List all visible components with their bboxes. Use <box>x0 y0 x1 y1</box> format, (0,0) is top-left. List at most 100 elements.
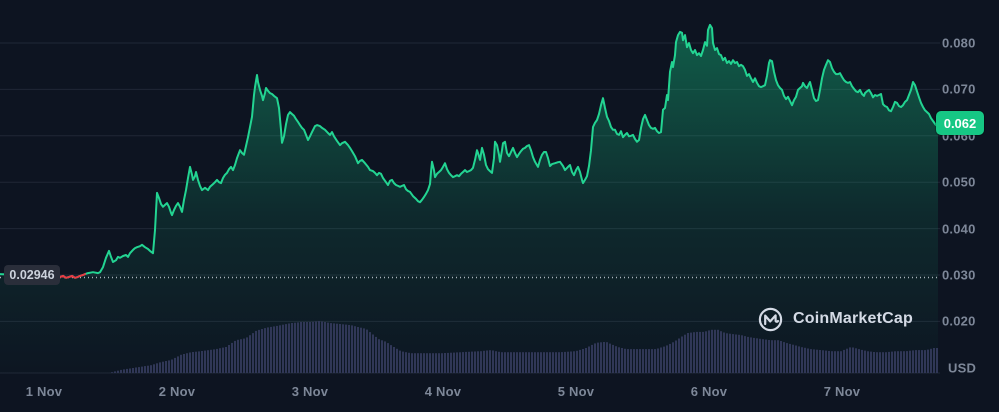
volume-bar <box>693 332 695 373</box>
watermark-label: CoinMarketCap <box>793 310 913 327</box>
volume-bar <box>195 351 197 373</box>
volume-bar <box>309 322 311 373</box>
volume-bar <box>132 368 134 373</box>
volume-bar <box>348 325 350 373</box>
volume-bar <box>282 324 284 373</box>
volume-bar <box>711 329 713 373</box>
volume-bar <box>822 350 824 373</box>
volume-bar <box>660 347 662 373</box>
volume-bar <box>495 351 497 373</box>
volume-bar <box>324 322 326 373</box>
volume-bar <box>609 343 611 373</box>
volume-bar <box>861 349 863 373</box>
volume-bar <box>801 347 803 373</box>
volume-bar <box>240 339 242 373</box>
volume-bar <box>726 333 728 373</box>
volume-bar <box>876 352 878 373</box>
volume-bar <box>843 349 845 373</box>
volume-bar <box>237 339 239 373</box>
volume-bar <box>168 360 170 373</box>
volume-bar <box>402 351 404 373</box>
volume-bar <box>486 350 488 373</box>
volume-bar <box>585 348 587 373</box>
volume-bar <box>498 351 500 373</box>
volume-bar <box>627 349 629 373</box>
x-axis-label: 6 Nov <box>690 384 728 399</box>
volume-bar <box>354 326 356 373</box>
volume-bar <box>870 351 872 373</box>
volume-bar <box>174 357 176 373</box>
volume-bar <box>387 343 389 373</box>
volume-bar <box>381 340 383 373</box>
volume-bar <box>477 351 479 373</box>
volume-bar <box>243 338 245 373</box>
volume-bar <box>630 349 632 373</box>
volume-bar <box>936 348 938 373</box>
volume-bar <box>837 351 839 373</box>
volume-bar <box>219 348 221 373</box>
volume-bar <box>234 340 236 373</box>
volume-bar <box>321 321 323 373</box>
volume-bar <box>177 356 179 373</box>
volume-bar <box>300 322 302 373</box>
x-axis-label: 3 Nov <box>291 384 329 399</box>
volume-bar <box>888 351 890 373</box>
volume-bar <box>669 343 671 373</box>
volume-bar <box>180 354 182 373</box>
volume-bar <box>549 352 551 373</box>
volume-bar <box>435 353 437 373</box>
volume-bar <box>468 351 470 373</box>
volume-bar <box>753 337 755 373</box>
volume-bar <box>384 341 386 373</box>
volume-bar <box>573 351 575 373</box>
volume-bar <box>426 353 428 373</box>
volume-bar <box>228 345 230 373</box>
volume-bar <box>570 351 572 373</box>
volume-bar <box>582 349 584 373</box>
volume-bar <box>423 353 425 373</box>
volume-bar <box>192 352 194 373</box>
volume-bar <box>186 353 188 373</box>
volume-bar <box>810 349 812 373</box>
volume-bar <box>351 325 353 373</box>
volume-bar <box>441 353 443 373</box>
y-axis-label: 0.030 <box>942 267 976 283</box>
volume-bar <box>762 339 764 373</box>
volume-bar <box>933 348 935 373</box>
volume-bar <box>819 350 821 373</box>
volume-bar <box>612 344 614 373</box>
volume-bar <box>552 352 554 373</box>
volume-bar <box>504 352 506 373</box>
volume-bar <box>732 334 734 373</box>
volume-bar <box>756 338 758 373</box>
volume-bar <box>735 334 737 373</box>
volume-bar <box>903 351 905 373</box>
volume-bar <box>690 332 692 373</box>
volume-bar <box>462 352 464 373</box>
volume-bar <box>615 346 617 373</box>
volume-bar <box>369 332 371 373</box>
volume-bar <box>489 350 491 373</box>
volume-bar <box>744 336 746 373</box>
volume-bar <box>555 352 557 373</box>
volume-bar <box>285 324 287 373</box>
volume-bar <box>786 343 788 373</box>
volume-bar <box>510 352 512 373</box>
volume-bar <box>633 349 635 373</box>
volume-bar <box>648 349 650 373</box>
volume-bar <box>747 336 749 373</box>
volume-bar <box>306 322 308 373</box>
x-axis-label: 7 Nov <box>823 384 861 399</box>
volume-bar <box>681 336 683 373</box>
volume-bar <box>123 369 125 373</box>
volume-bar <box>255 330 257 373</box>
volume-bar <box>144 366 146 373</box>
volume-bar <box>294 322 296 373</box>
volume-bar <box>894 351 896 373</box>
volume-bar <box>897 351 899 373</box>
volume-bar <box>576 350 578 373</box>
volume-bar <box>879 352 881 373</box>
volume-bar <box>375 336 377 373</box>
